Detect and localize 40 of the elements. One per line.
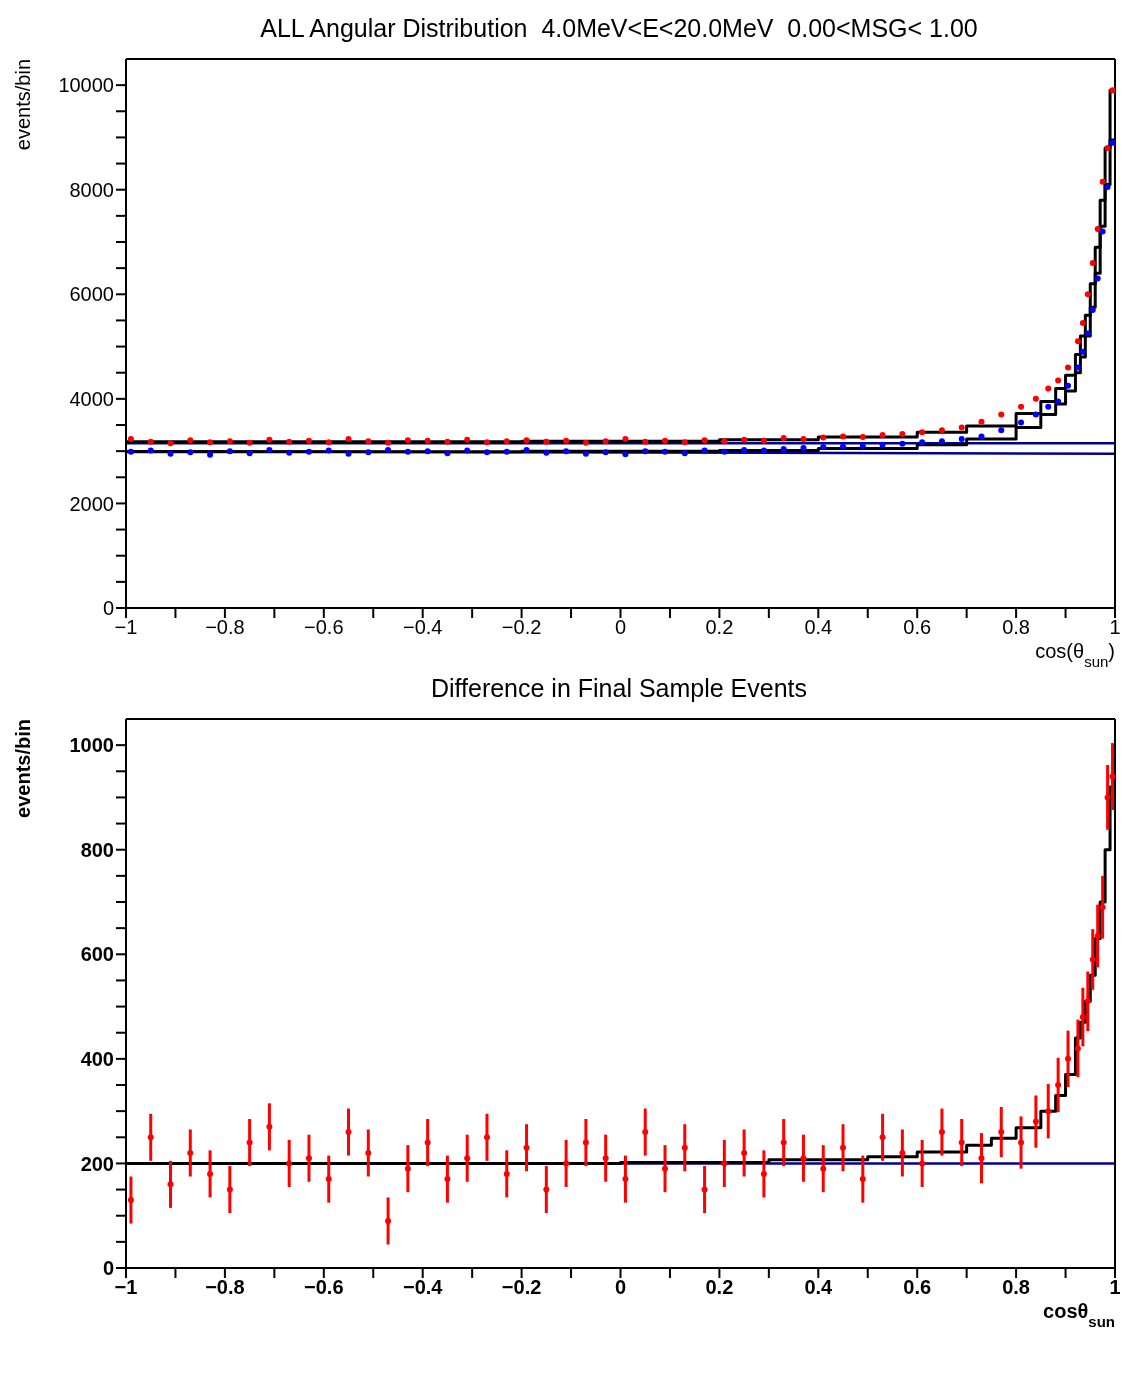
x-tick-label: 0.4 — [804, 616, 833, 639]
x-axis-title: cosθ$_{sun}$ — [1043, 1300, 1115, 1330]
x-tick-label: −0.2 — [501, 616, 542, 639]
x-tick-label: −0.2 — [501, 1276, 542, 1299]
x-tick-label: −0.6 — [304, 616, 344, 639]
y-tick-label: 0 — [102, 597, 114, 620]
y-tick-label: 200 — [80, 1152, 114, 1175]
x-tick-label: 0 — [614, 1276, 627, 1299]
x-tick-label: 0.8 — [1002, 1276, 1031, 1299]
x-tick-label: 1 — [1109, 616, 1121, 639]
x-tick-label: −0.4 — [402, 616, 443, 639]
x-tick-label: −0.8 — [205, 616, 245, 639]
x-tick-label: −0.4 — [402, 1276, 444, 1299]
y-tick-label: 6000 — [69, 283, 114, 306]
x-tick-label: −1 — [114, 1276, 138, 1299]
x-tick-label: −0.8 — [205, 1276, 245, 1299]
x-tick-label: 0.8 — [1002, 616, 1031, 639]
x-tick-label: 0.4 — [804, 1276, 834, 1299]
chart-title: Difference in Final Sample Events — [429, 673, 809, 704]
x-tick-label: −0.6 — [304, 1276, 344, 1299]
y-tick-label: 800 — [80, 838, 114, 861]
y-tick-label: 8000 — [69, 178, 114, 201]
x-tick-label: 0 — [614, 616, 627, 639]
y-tick-label: 600 — [80, 943, 114, 966]
x-tick-label: 0.2 — [705, 616, 734, 639]
x-tick-label: 0.2 — [705, 1276, 734, 1299]
x-tick-label: 0.6 — [903, 616, 932, 639]
y-axis-title: events/bin — [12, 59, 34, 151]
x-tick-label: 0.6 — [903, 1276, 932, 1299]
y-tick-label: 0 — [102, 1257, 114, 1280]
x-axis-title: cos(θ$_{sun}$) — [1035, 640, 1115, 670]
y-tick-label: 1000 — [69, 734, 114, 757]
chart-title: ALL Angular Distribution 4.0MeV<E<20.0MeV 0.00<MSG< 1.00 — [259, 13, 979, 44]
y-tick-label: 4000 — [69, 387, 114, 410]
x-tick-label: 1 — [1109, 1276, 1121, 1299]
y-tick-label: 400 — [80, 1047, 114, 1070]
y-tick-label: 10000 — [58, 74, 114, 97]
x-tick-label: −1 — [114, 616, 138, 639]
y-tick-label: 2000 — [69, 492, 114, 515]
y-axis-title: events/bin — [12, 719, 34, 818]
